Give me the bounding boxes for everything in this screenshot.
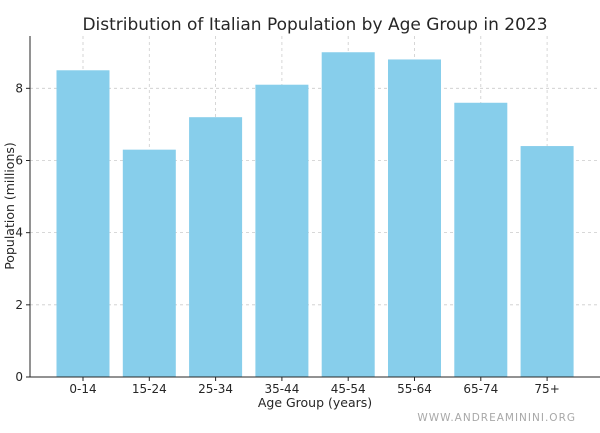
x-tick-label: 15-24	[132, 382, 167, 396]
x-tick-label: 25-34	[198, 382, 233, 396]
bar-45-54	[321, 52, 375, 377]
x-tick-label: 65-74	[463, 382, 498, 396]
bar-65-74	[454, 102, 508, 377]
grid-lines	[30, 36, 600, 377]
y-axis-label: Population (millions)	[2, 142, 17, 270]
bar-25-34	[189, 117, 243, 377]
bar-75+	[520, 146, 574, 377]
x-tick-label: 55-64	[397, 382, 432, 396]
watermark-text: WWW.ANDREAMININI.ORG	[417, 412, 576, 424]
y-tick-label: 8	[15, 81, 23, 95]
x-axis-label: Age Group (years)	[258, 395, 372, 410]
x-tick-label: 0-14	[69, 382, 96, 396]
bars	[56, 52, 574, 378]
bar-55-64	[388, 59, 441, 378]
chart-title: Distribution of Italian Population by Ag…	[82, 15, 547, 35]
bar-35-44	[255, 84, 309, 377]
y-tick-label: 0	[15, 370, 23, 384]
bar-0-14	[56, 70, 110, 377]
x-tick-label: 35-44	[264, 382, 299, 396]
x-tick-label: 45-54	[331, 382, 366, 396]
y-tick-label: 4	[15, 226, 23, 240]
x-tick-label: 75+	[534, 382, 559, 396]
y-tick-label: 6	[15, 153, 23, 167]
y-ticks: 0 2 4 6 8	[15, 81, 30, 384]
y-tick-label: 2	[15, 298, 23, 312]
x-ticks: 0-14 15-24 25-34 35-44 45-54 55-64 65-74 75+	[69, 377, 560, 396]
bar-15-24	[122, 149, 176, 377]
